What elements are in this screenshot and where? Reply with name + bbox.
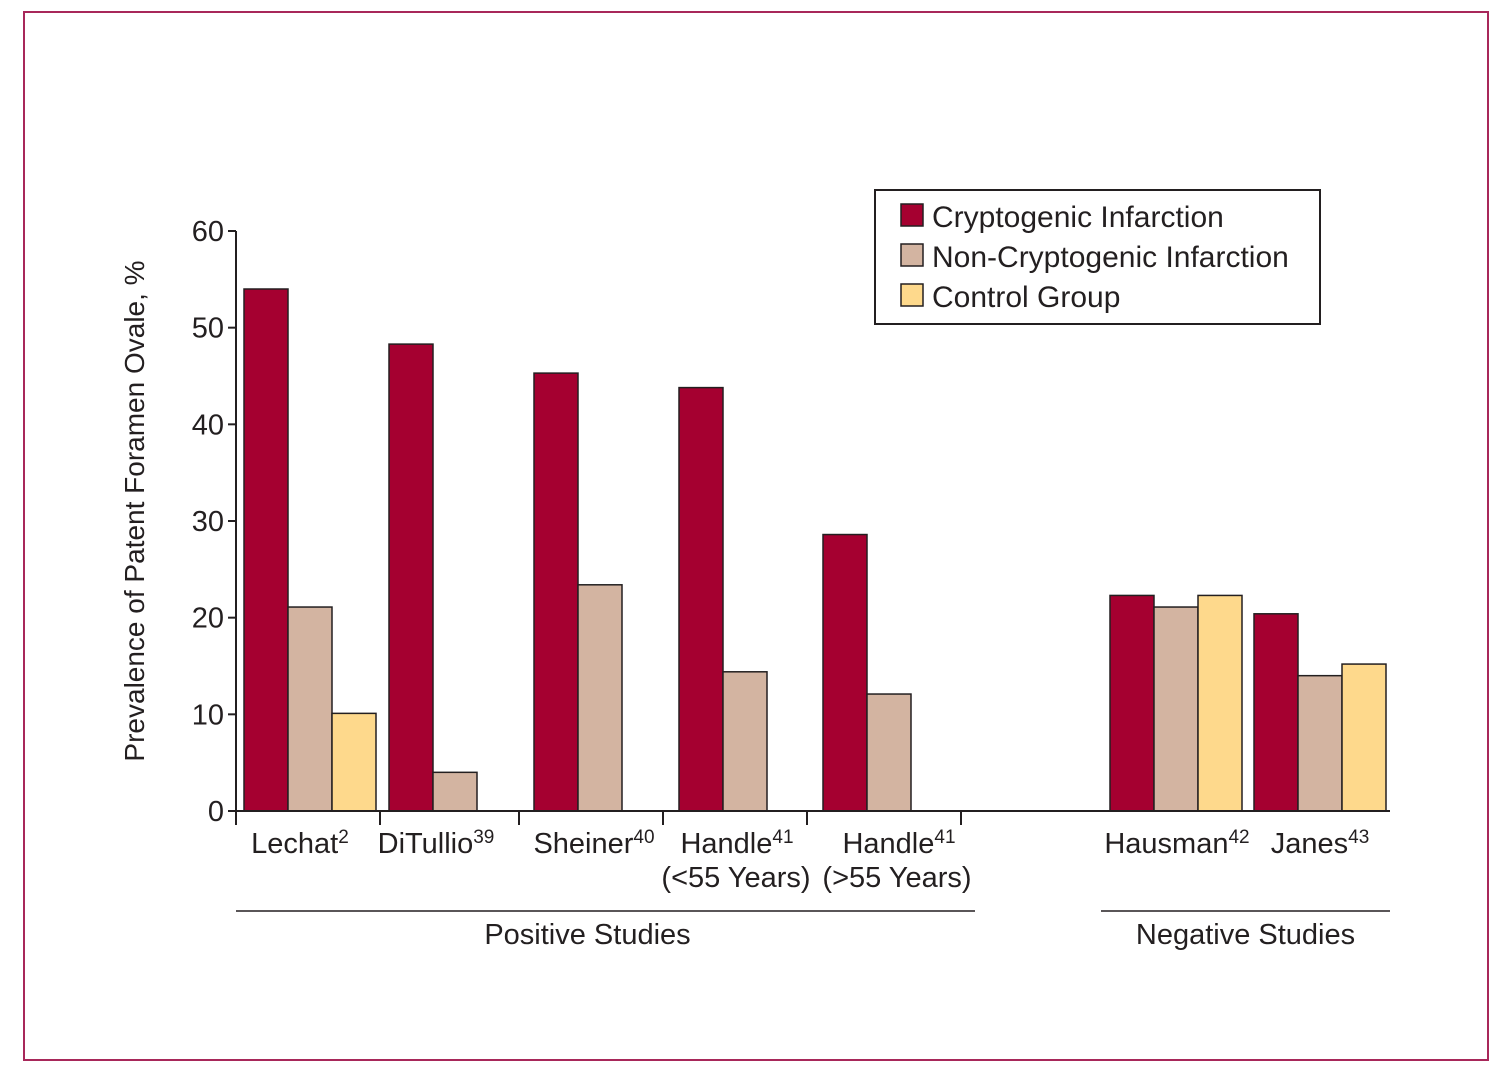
y-tick-label: 0 [208, 796, 224, 828]
legend-swatch [900, 243, 924, 267]
figure-frame [23, 11, 1489, 1061]
bar-non-cryptogenic-infarction-2 [577, 584, 623, 812]
x-tick-label: Lechat2 [251, 827, 349, 860]
bar-control-group-0 [331, 712, 377, 812]
bar-non-cryptogenic-infarction-0 [287, 606, 333, 812]
y-tick-label: 10 [192, 699, 224, 731]
y-tick-label: 20 [192, 603, 224, 635]
y-tick-label: 50 [192, 313, 224, 345]
y-axis-label: Prevalence of Patent Foramen Ovale, % [119, 260, 150, 761]
bar-non-cryptogenic-infarction-3 [722, 671, 768, 812]
y-tick-label: 40 [192, 409, 224, 441]
bar-cryptogenic-infarction-1 [388, 343, 434, 812]
y-tick-label: 30 [192, 506, 224, 538]
bar-non-cryptogenic-infarction-5 [1153, 606, 1199, 812]
legend-box [874, 189, 1321, 325]
x-tick-label: Hausman42 [1104, 827, 1249, 860]
legend-swatch [900, 203, 924, 227]
bar-cryptogenic-infarction-6 [1253, 613, 1299, 812]
x-tick-label: Handle41 [842, 827, 955, 860]
axes: 0 10 20 30 40 50 60 Lechat2 DiTullio39 Sheiner40 H… [192, 216, 1390, 951]
legend: Cryptogenic Infarction Non-Cryptogenic In… [874, 189, 1321, 325]
bar-cryptogenic-infarction-0 [243, 288, 289, 812]
y-tick-label: 60 [192, 216, 224, 248]
x-tick-label: Handle41 [680, 827, 793, 860]
bar-non-cryptogenic-infarction-1 [432, 771, 478, 812]
group-label: Positive Studies [484, 919, 690, 951]
bar-cryptogenic-infarction-3 [678, 386, 724, 812]
x-tick-sublabel: (<55 Years) [661, 862, 810, 894]
bar-non-cryptogenic-infarction-6 [1297, 674, 1343, 812]
legend-swatch [900, 283, 924, 307]
legend-label: Cryptogenic Infarction [932, 201, 1224, 234]
bar-cryptogenic-infarction-5 [1109, 594, 1155, 812]
bar-control-group-5 [1197, 594, 1243, 812]
legend-label: Control Group [932, 281, 1120, 314]
bar-non-cryptogenic-infarction-4 [866, 693, 912, 812]
x-tick-label: Janes43 [1271, 827, 1370, 860]
bars [243, 288, 1387, 812]
legend-label: Non-Cryptogenic Infarction [932, 241, 1289, 274]
bar-cryptogenic-infarction-2 [533, 372, 579, 812]
bar-cryptogenic-infarction-4 [822, 533, 868, 812]
x-tick-sublabel: (>55 Years) [822, 862, 971, 894]
x-tick-label: Sheiner40 [533, 827, 654, 860]
bar-control-group-6 [1341, 663, 1387, 812]
x-tick-label: DiTullio39 [378, 827, 495, 860]
group-label: Negative Studies [1136, 919, 1355, 951]
